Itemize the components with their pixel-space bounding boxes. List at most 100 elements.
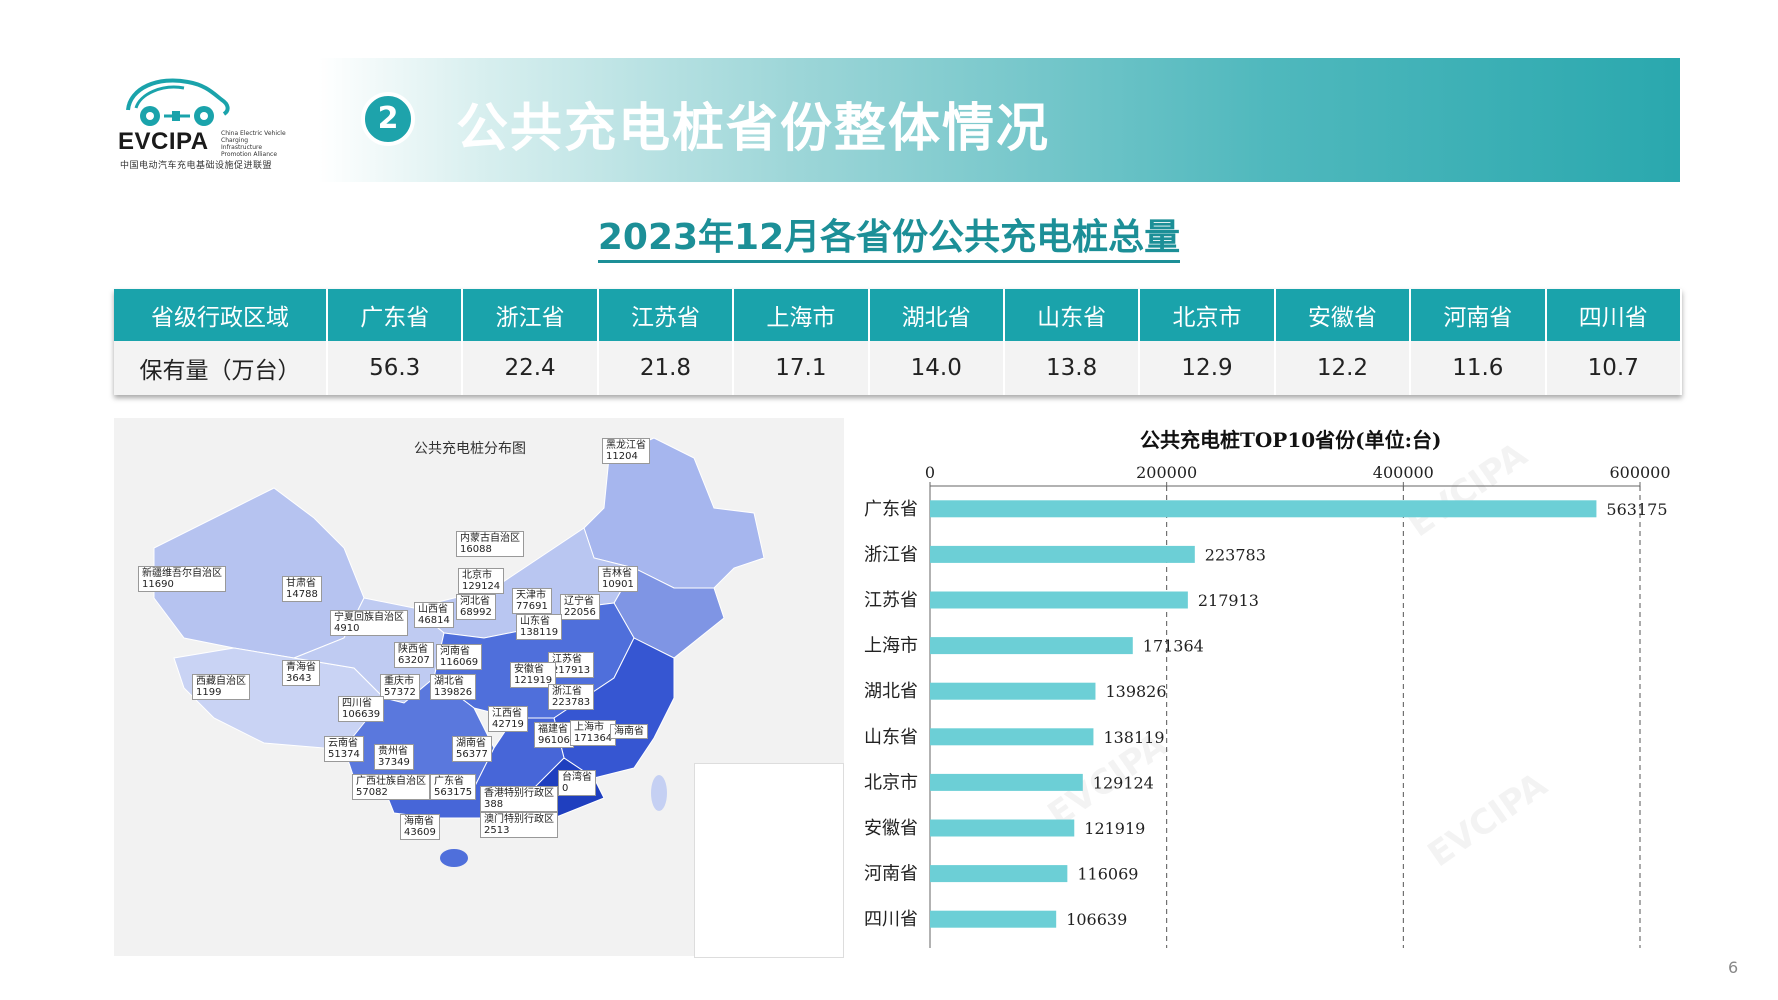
map-label: 新疆维吾尔自治区 11690: [138, 566, 226, 592]
map-label: 重庆市 57372: [380, 674, 420, 700]
map-label: 山东省 138119: [516, 614, 563, 640]
summary-col: 上海市: [733, 289, 870, 341]
data-label: 139826: [1105, 682, 1166, 701]
summary-col: 北京市: [1139, 289, 1276, 341]
category-label: 四川省: [864, 909, 918, 930]
map-label: 上海市 171364: [570, 720, 617, 746]
logo-cn-line: 中国电动汽车充电基础设施促进联盟: [120, 161, 273, 171]
category-label: 江苏省: [864, 590, 918, 611]
south-china-sea-inset: [694, 763, 844, 958]
category-label: 浙江省: [864, 544, 918, 565]
map-label: 香港特别行政区 388: [480, 786, 558, 812]
summary-table: 省级行政区域 广东省 浙江省 江苏省 上海市 湖北省 山东省 北京市 安徽省 河…: [114, 289, 1683, 395]
map-label: 天津市 77691: [512, 588, 552, 614]
chart-title: 公共充电桩TOP10省份(单位:台): [1140, 428, 1442, 452]
bar: [930, 728, 1094, 746]
map-label: 福建省 96106: [534, 722, 574, 748]
category-label: 上海市: [864, 636, 918, 657]
bar: [930, 545, 1195, 563]
data-label: 121919: [1084, 819, 1145, 838]
summary-value: 12.9: [1139, 341, 1276, 395]
summary-value: 22.4: [462, 341, 599, 395]
map-label: 海南省 43609: [400, 814, 440, 840]
map-label: 浙江省 223783: [548, 684, 595, 710]
x-tick-label: 400000: [1373, 463, 1434, 482]
china-map-panel: 公共充电桩分布图 黑龙江省 11204 内蒙古自治区 16088 吉林省 10901 …: [114, 418, 844, 958]
category-label: 湖北省: [864, 681, 918, 702]
x-tick-label: 200000: [1136, 463, 1197, 482]
bar: [930, 773, 1083, 791]
map-label: 广西壮族自治区 57082: [352, 774, 430, 800]
map-label: 内蒙古自治区 16088: [456, 531, 524, 557]
map-label: 云南省 51374: [324, 736, 364, 762]
data-label: 217913: [1198, 591, 1259, 610]
page-number: 6: [1728, 958, 1739, 977]
summary-col: 安徽省: [1274, 289, 1412, 341]
map-label: 北京市 129124: [458, 568, 505, 594]
bar: [930, 682, 1096, 700]
section-banner: [318, 58, 1680, 182]
category-label: 山东省: [864, 727, 918, 748]
x-tick-label: 0: [925, 463, 935, 482]
page-subtitle: 2023年12月各省份公共充电桩总量: [0, 208, 1778, 263]
summary-col: 浙江省: [462, 289, 599, 341]
data-label: 223783: [1205, 545, 1266, 564]
map-title: 公共充电桩分布图: [414, 441, 526, 457]
data-label: 106639: [1066, 910, 1127, 929]
map-label: 青海省 3643: [282, 660, 320, 686]
data-label: 563175: [1606, 500, 1667, 519]
summary-value-row: 保有量（万台） 56.3 22.4 21.8 17.1 14.0 13.8 12…: [114, 341, 1683, 395]
bar: [930, 819, 1075, 837]
bar: [930, 500, 1597, 518]
summary-col: 河南省: [1410, 289, 1547, 341]
map-label: 湖北省 139826: [430, 674, 477, 700]
summary-value: 12.2: [1274, 341, 1412, 395]
data-label: 129124: [1093, 773, 1154, 792]
bar: [930, 910, 1057, 928]
category-label: 安徽省: [864, 818, 918, 839]
map-label: 台湾省 0: [558, 770, 596, 796]
category-label: 北京市: [864, 772, 918, 793]
data-label: 171364: [1143, 637, 1204, 656]
summary-col: 湖北省: [868, 289, 1005, 341]
data-label: 116069: [1077, 865, 1138, 884]
summary-col: 山东省: [1003, 289, 1141, 341]
section-title: 公共充电桩省份整体情况: [456, 99, 1051, 159]
map-label: 贵州省 37349: [374, 744, 414, 770]
bar: [930, 865, 1068, 883]
summary-value: 17.1: [733, 341, 870, 395]
summary-value: 56.3: [327, 341, 464, 395]
map-label: 澳门特别行政区 2513: [480, 812, 558, 838]
map-label: 吉林省 10901: [598, 566, 638, 592]
evcipa-logo-icon: [126, 78, 230, 126]
map-label: 河北省 68992: [456, 594, 496, 620]
map-label: 湖南省 56377: [452, 736, 492, 762]
map-label: 西藏自治区 1199: [192, 674, 250, 700]
x-tick-label: 600000: [1609, 463, 1670, 482]
summary-col: 四川省: [1545, 289, 1683, 341]
map-label: 江苏省 217913: [548, 652, 595, 678]
data-label: 138119: [1103, 728, 1164, 747]
map-label: 黑龙江省 11204: [602, 438, 650, 464]
map-label: 江西省 42719: [488, 706, 528, 732]
summary-col: 广东省: [327, 289, 464, 341]
map-label: 宁夏回族自治区 4910: [330, 610, 408, 636]
map-label: 甘肃省 14788: [282, 576, 322, 602]
summary-header-row: 省级行政区域 广东省 浙江省 江苏省 上海市 湖北省 山东省 北京市 安徽省 河…: [114, 289, 1683, 341]
map-label: 辽宁省 22056: [560, 594, 600, 620]
bar: [930, 637, 1133, 655]
map-label: 陕西省 63207: [394, 642, 434, 668]
summary-value: 11.6: [1410, 341, 1547, 395]
summary-header-label: 省级行政区域: [114, 289, 328, 341]
category-label: 河南省: [864, 864, 918, 885]
map-label: 河南省 116069: [436, 644, 483, 670]
section-number-badge: 2: [361, 92, 415, 146]
bar: [930, 591, 1188, 609]
summary-col: 江苏省: [597, 289, 735, 341]
summary-value: 14.0: [868, 341, 1005, 395]
logo-en-line: China Electric Vehicle Charging Infrastr…: [221, 130, 286, 158]
summary-row-label: 保有量（万台）: [114, 341, 328, 395]
top10-bar-chart: 0 200000 400000 600000 广东省 563175 浙江省 223783 江苏省…: [864, 463, 1671, 948]
subtitle-text: 2023年12月各省份公共充电桩总量: [597, 217, 1181, 263]
summary-value: 10.7: [1545, 341, 1683, 395]
